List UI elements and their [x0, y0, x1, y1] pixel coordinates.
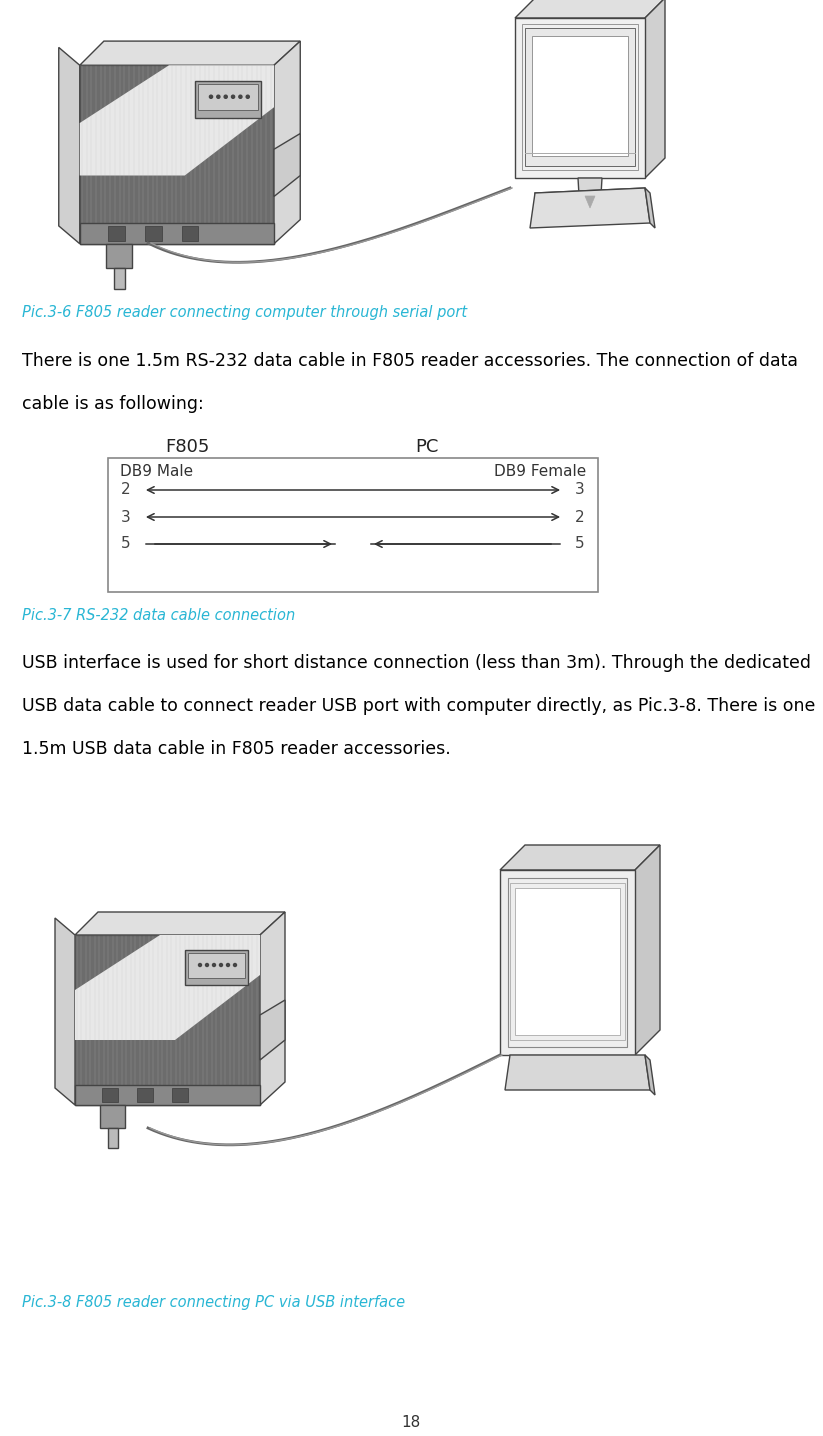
Text: DB9 Male: DB9 Male [120, 464, 193, 480]
Text: 5: 5 [121, 537, 131, 551]
Polygon shape [535, 188, 645, 208]
Polygon shape [645, 1055, 655, 1096]
Polygon shape [532, 36, 628, 157]
Polygon shape [505, 1055, 650, 1090]
Polygon shape [500, 844, 660, 870]
Bar [102, 1088, 118, 1101]
Text: 18: 18 [402, 1414, 421, 1430]
Circle shape [226, 964, 230, 966]
Bar [145, 225, 161, 241]
Polygon shape [80, 65, 274, 244]
Polygon shape [108, 1129, 118, 1147]
Polygon shape [75, 1086, 260, 1104]
Circle shape [246, 95, 249, 98]
Circle shape [224, 95, 227, 98]
Text: There is one 1.5m RS-232 data cable in F805 reader accessories. The connection o: There is one 1.5m RS-232 data cable in F… [22, 352, 798, 370]
Text: 3: 3 [575, 482, 585, 497]
Circle shape [198, 964, 202, 966]
Circle shape [216, 95, 220, 98]
Circle shape [239, 95, 242, 98]
Polygon shape [75, 935, 260, 1104]
Polygon shape [274, 134, 300, 197]
Polygon shape [530, 188, 650, 228]
Circle shape [212, 964, 216, 966]
Circle shape [206, 964, 208, 966]
Bar [172, 1088, 188, 1101]
Text: cable is as following:: cable is as following: [22, 395, 204, 414]
Polygon shape [195, 80, 262, 118]
Polygon shape [515, 887, 620, 1035]
Polygon shape [585, 195, 595, 208]
Bar [182, 225, 198, 241]
Text: 2: 2 [575, 510, 585, 524]
Polygon shape [100, 1104, 125, 1129]
Polygon shape [578, 178, 602, 213]
Polygon shape [58, 47, 80, 244]
Polygon shape [274, 42, 300, 244]
Text: 1.5m USB data cable in F805 reader accessories.: 1.5m USB data cable in F805 reader acces… [22, 740, 451, 758]
Polygon shape [188, 954, 245, 978]
Polygon shape [114, 269, 125, 289]
Polygon shape [515, 0, 665, 19]
Polygon shape [80, 65, 274, 175]
Text: Pic.3-8 F805 reader connecting PC via USB interface: Pic.3-8 F805 reader connecting PC via US… [22, 1295, 405, 1310]
Circle shape [234, 964, 236, 966]
Polygon shape [645, 0, 665, 178]
Circle shape [209, 95, 212, 98]
Bar [108, 225, 125, 241]
Polygon shape [75, 912, 285, 935]
Polygon shape [75, 935, 260, 1104]
Text: DB9 Female: DB9 Female [494, 464, 586, 480]
Bar [137, 1088, 153, 1101]
Polygon shape [55, 918, 75, 1104]
Text: Pic.3-7 RS-232 data cable connection: Pic.3-7 RS-232 data cable connection [22, 607, 295, 623]
Text: 3: 3 [121, 510, 131, 524]
Text: PC: PC [415, 438, 439, 457]
Text: Pic.3-6 F805 reader connecting computer through serial port: Pic.3-6 F805 reader connecting computer … [22, 304, 467, 320]
Polygon shape [75, 935, 260, 1040]
Polygon shape [500, 870, 635, 1055]
Circle shape [220, 964, 222, 966]
Text: USB interface is used for short distance connection (less than 3m). Through the : USB interface is used for short distance… [22, 653, 811, 672]
Bar [108, 458, 598, 592]
Polygon shape [80, 223, 274, 244]
Polygon shape [106, 244, 133, 269]
Text: USB data cable to connect reader USB port with computer directly, as Pic.3-8. Th: USB data cable to connect reader USB por… [22, 696, 816, 715]
Polygon shape [260, 999, 285, 1060]
Polygon shape [80, 65, 274, 244]
Text: F805: F805 [165, 438, 209, 457]
Polygon shape [80, 42, 300, 65]
Polygon shape [645, 188, 655, 228]
Polygon shape [198, 85, 258, 111]
Polygon shape [525, 27, 635, 167]
Text: 2: 2 [121, 482, 131, 497]
Text: 5: 5 [575, 537, 585, 551]
Circle shape [231, 95, 235, 98]
Polygon shape [635, 844, 660, 1055]
Polygon shape [515, 19, 645, 178]
Polygon shape [185, 951, 248, 985]
Polygon shape [260, 912, 285, 1104]
